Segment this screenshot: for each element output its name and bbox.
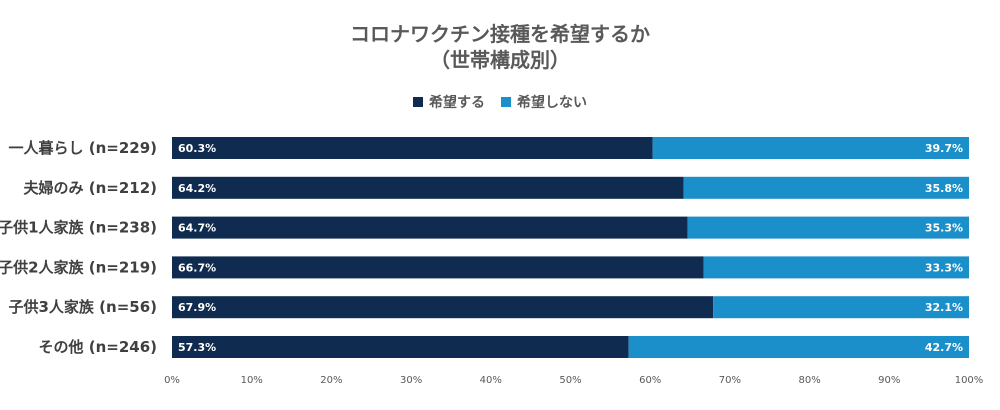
- bar-segment: [172, 216, 688, 239]
- x-tick-label: 90%: [878, 375, 900, 386]
- data-label: 64.7%: [178, 222, 216, 235]
- chart-subtitle: （世帯構成別）: [430, 48, 570, 72]
- data-label: 33.3%: [925, 261, 963, 274]
- legend-swatch-want: [413, 97, 423, 107]
- legend-label-want: 希望する: [429, 95, 485, 111]
- data-label: 60.3%: [178, 142, 216, 155]
- category-label: 子供3人家族 (n=56): [9, 298, 158, 316]
- bar-segment: [713, 296, 969, 319]
- category-label: 一人暮らし (n=229): [9, 139, 158, 157]
- bar-segment: [683, 176, 969, 199]
- legend-swatch-not-want: [501, 97, 511, 107]
- x-tick-label: 30%: [400, 375, 422, 386]
- data-label: 64.2%: [178, 182, 216, 195]
- bar-segment: [172, 296, 714, 319]
- x-tick-label: 70%: [719, 375, 741, 386]
- bar-segment: [172, 256, 704, 279]
- x-tick-label: 50%: [559, 375, 581, 386]
- data-label: 39.7%: [925, 142, 963, 155]
- x-tick-label: 20%: [320, 375, 342, 386]
- bar-segment: [172, 336, 629, 358]
- category-label: 子供1人家族 (n=238): [0, 219, 157, 237]
- bar-segment: [703, 256, 969, 279]
- legend-item-want: 希望する: [413, 92, 485, 112]
- data-label: 35.8%: [925, 182, 963, 195]
- legend-item-not-want: 希望しない: [501, 92, 587, 112]
- category-label: その他 (n=246): [39, 338, 158, 356]
- bar-segment: [172, 176, 684, 199]
- data-label: 35.3%: [925, 222, 963, 235]
- chart-title: コロナワクチン接種を希望するか: [350, 22, 650, 46]
- x-tick-label: 10%: [241, 375, 263, 386]
- data-label: 32.1%: [925, 301, 963, 314]
- x-tick-label: 80%: [798, 375, 820, 386]
- bar-segment: [172, 137, 653, 159]
- x-tick-label: 100%: [955, 375, 984, 386]
- legend-label-not-want: 希望しない: [517, 95, 587, 111]
- legend: 希望する 希望しない: [0, 92, 1000, 112]
- x-tick-label: 0%: [164, 375, 180, 386]
- data-label: 67.9%: [178, 301, 216, 314]
- x-tick-label: 40%: [480, 375, 502, 386]
- bar-segment: [628, 336, 969, 358]
- bar-segment: [652, 137, 969, 159]
- category-label: 子供2人家族 (n=219): [0, 258, 157, 276]
- category-label: 夫婦のみ (n=212): [24, 179, 158, 197]
- bar-segment: [687, 216, 969, 239]
- x-tick-label: 60%: [639, 375, 661, 386]
- data-label: 57.3%: [178, 341, 216, 354]
- data-label: 66.7%: [178, 261, 216, 274]
- data-label: 42.7%: [925, 341, 963, 354]
